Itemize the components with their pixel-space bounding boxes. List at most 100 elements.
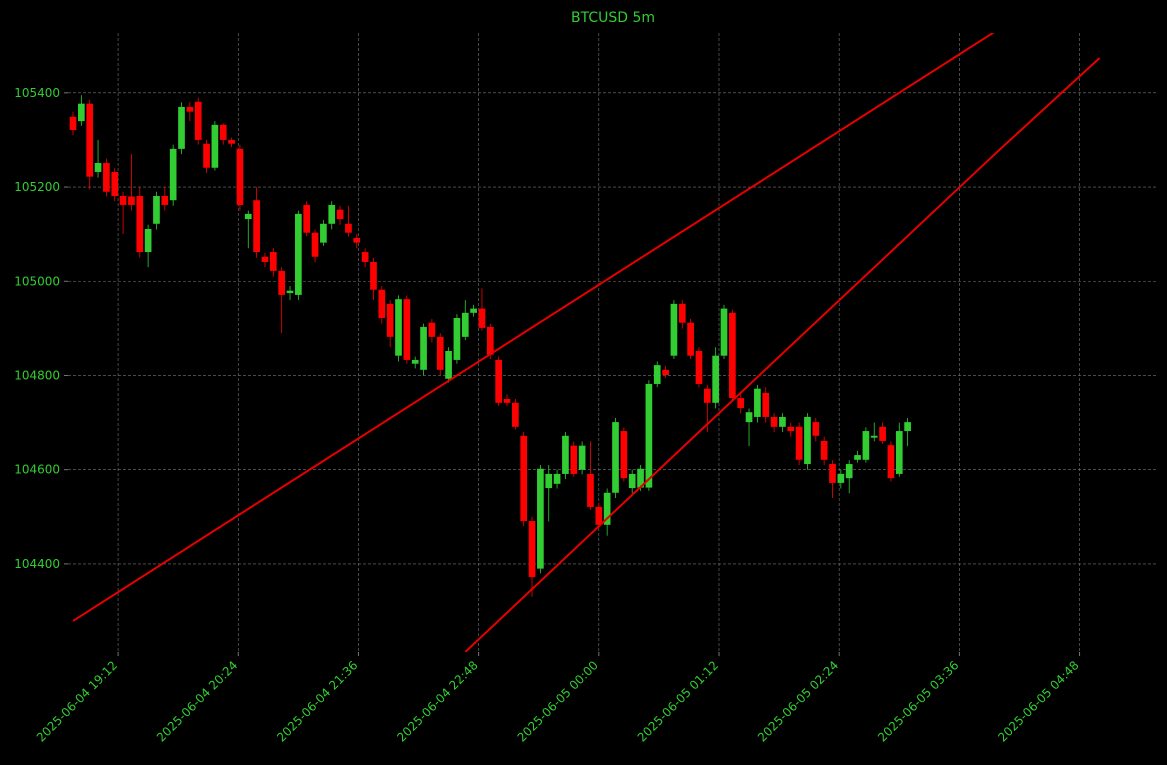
candle-body (486, 326, 494, 355)
y-tick-label: 104600 (14, 463, 60, 477)
candle-body (203, 143, 210, 168)
candle-body (520, 435, 528, 522)
trend-line (464, 57, 1101, 652)
candle-body (770, 416, 778, 427)
trend-line (72, 33, 995, 622)
candle-body (228, 139, 235, 144)
candle-body (244, 213, 252, 220)
candle-body (153, 195, 160, 224)
candle-body (303, 204, 311, 233)
candle-body (762, 392, 770, 417)
candle-body (136, 195, 144, 253)
candle-body (545, 473, 553, 489)
candle-body (361, 252, 369, 262)
candle-body (720, 308, 728, 356)
candle-body (637, 468, 644, 488)
x-tick-label: 2025-06-05 04:48 (995, 658, 1081, 744)
candle-body (887, 445, 895, 479)
candle-body (603, 492, 611, 525)
candle-body (837, 473, 845, 483)
candle-body (895, 431, 903, 474)
candle-body (278, 270, 285, 295)
candle-body (236, 148, 244, 205)
candle-body (178, 106, 185, 149)
candle-body (478, 308, 486, 328)
x-tick-label: 2025-06-05 02:24 (755, 658, 841, 744)
candle-body (94, 163, 102, 172)
x-tick-label: 2025-06-05 01:12 (635, 658, 721, 744)
candle-body (578, 445, 586, 470)
candle-body (86, 103, 94, 177)
candle-body (295, 213, 302, 295)
candle-body (678, 303, 686, 323)
candle-body (453, 318, 461, 360)
y-tick-label: 104400 (14, 557, 60, 571)
candle-body (470, 308, 477, 313)
candle-body (103, 163, 110, 192)
candle-body (269, 252, 277, 271)
candle-body (628, 473, 636, 489)
candle-body (328, 204, 336, 224)
candle-body (512, 402, 519, 427)
x-tick-label: 2025-06-04 22:48 (394, 658, 480, 744)
candle-body (904, 422, 911, 432)
candle-body (436, 336, 444, 370)
candle-body (386, 303, 394, 337)
candle-body (411, 359, 419, 364)
candle-body (795, 426, 803, 460)
candle-body (161, 195, 169, 205)
candle-body (737, 398, 745, 408)
candle-body (703, 388, 711, 403)
x-tick-label: 2025-06-04 20:24 (154, 658, 240, 744)
candle-body (620, 431, 628, 479)
candle-body (395, 299, 402, 356)
candle-body (595, 506, 603, 525)
candle-body (311, 232, 319, 257)
candle-body (562, 435, 569, 474)
candle-body (261, 256, 269, 262)
candle-body (78, 103, 85, 122)
candle-body (169, 148, 177, 201)
candle-body (111, 171, 119, 196)
candle-body (253, 200, 260, 253)
candle-body (186, 106, 194, 112)
candle-body (503, 399, 511, 403)
candle-body (587, 473, 594, 507)
candle-body (320, 223, 327, 243)
candle-body (829, 464, 836, 483)
candle-body (870, 435, 878, 438)
candle-body (495, 359, 502, 403)
chart-title: BTCUSD 5m (571, 10, 655, 26)
candle-body (879, 426, 886, 441)
candle-body (537, 468, 544, 569)
candle-body (219, 124, 227, 140)
y-tick-label: 104800 (14, 368, 60, 382)
candle-body (862, 431, 870, 460)
candle-body (403, 299, 411, 360)
candle-body (286, 290, 294, 294)
y-tick-label: 105000 (14, 274, 60, 288)
candle-body (687, 322, 694, 356)
candle-body (353, 237, 361, 243)
candle-body (144, 228, 152, 253)
candle-body (211, 124, 219, 168)
candle-body (570, 445, 578, 474)
candle-body (69, 116, 77, 131)
candle-body (345, 223, 352, 233)
candle-body (779, 416, 786, 427)
plot (69, 33, 1101, 652)
candle-body (420, 326, 427, 370)
y-tick-label: 105400 (14, 86, 60, 100)
candle-body (370, 261, 377, 290)
candle-body (754, 388, 761, 417)
candle-body (528, 521, 536, 578)
candle-body (812, 422, 820, 436)
candle-body (378, 289, 386, 319)
candle-body (194, 101, 202, 140)
candle-body (729, 312, 736, 399)
candle-body (612, 422, 619, 493)
candle-body (670, 303, 678, 356)
grid (68, 33, 1158, 652)
